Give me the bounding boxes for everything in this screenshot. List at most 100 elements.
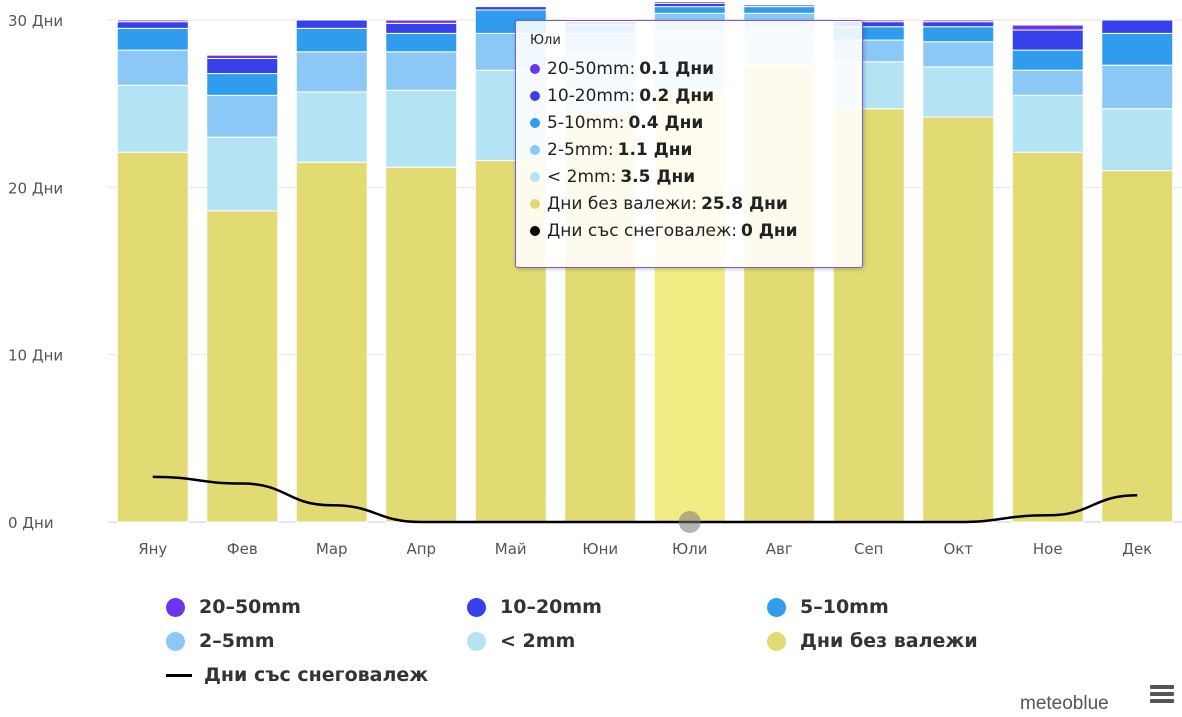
- tooltip-row: 2-5mm: 1.1 Дни: [530, 136, 862, 163]
- bar-segment: [653, 1, 726, 4]
- y-tick-label: 20 Дни: [8, 179, 63, 197]
- tooltip-value: 25.8 Дни: [701, 193, 788, 214]
- bar-segment: [385, 166, 458, 523]
- tooltip-row: Дни без валежи: 25.8 Дни: [530, 190, 862, 217]
- legend-marker-20-50mm: [166, 597, 185, 617]
- tooltip-label: 2-5mm:: [547, 139, 614, 160]
- tooltip-row: 10-20mm: 0.2 Дни: [530, 82, 862, 109]
- bar-segment: [653, 6, 726, 14]
- bar-segment: [474, 6, 547, 11]
- bar-segment: [922, 116, 995, 523]
- legend-item-2-5mm[interactable]: 2–5mm: [166, 630, 275, 652]
- bar-segment: [295, 19, 368, 29]
- bar-segment: [922, 19, 995, 23]
- tooltip-marker: [530, 63, 540, 74]
- tooltip-value: 0 Дни: [741, 220, 798, 241]
- bar-segment: [922, 41, 995, 68]
- x-tick-label: Окт: [943, 540, 973, 558]
- bar-segment: [1101, 108, 1174, 172]
- bar-segment: [743, 6, 816, 14]
- legend-marker-2-5mm: [166, 631, 185, 651]
- bar-segment: [116, 21, 189, 29]
- bar-segment: [116, 151, 189, 523]
- bar-segment: [116, 27, 189, 51]
- legend-label: Дни със снеговалеж: [204, 664, 429, 686]
- legend-marker-10-20mm: [467, 597, 486, 617]
- tooltip-label: < 2mm:: [547, 166, 617, 187]
- tooltip-value: 0.4 Дни: [628, 112, 704, 133]
- tooltip-value: 0.2 Дни: [639, 85, 715, 106]
- tooltip-value: 1.1 Дни: [617, 139, 693, 160]
- legend-marker-dry-days: [767, 631, 786, 651]
- legend-label: 10–20mm: [500, 596, 602, 618]
- legend-item-snow-days[interactable]: Дни със снеговалеж: [166, 664, 428, 686]
- legend-label: 20–50mm: [199, 596, 301, 618]
- bar-segment: [922, 21, 995, 28]
- tooltip-label: Дни без валежи:: [547, 193, 698, 214]
- x-tick-label: Авг: [766, 540, 793, 558]
- y-tick-label: 0 Дни: [8, 514, 54, 532]
- tooltip-row: Дни със снеговалеж: 0 Дни: [530, 217, 862, 244]
- x-tick-label: Юни: [582, 540, 618, 558]
- bar-segment: [922, 26, 995, 43]
- tooltip-row: 5-10mm: 0.4 Дни: [530, 109, 862, 136]
- legend-item-20-50mm[interactable]: 20–50mm: [166, 596, 301, 618]
- bar-segment: [295, 161, 368, 523]
- legend-label: Дни без валежи: [800, 630, 978, 652]
- x-tick-label: Яну: [138, 540, 167, 558]
- legend-item-5-10mm[interactable]: 5–10mm: [767, 596, 889, 618]
- tooltip-row: 20-50mm: 0.1 Дни: [530, 55, 862, 82]
- x-tick-label: Дек: [1122, 540, 1152, 558]
- tooltip-row: < 2mm: 3.5 Дни: [530, 163, 862, 190]
- bar-segment: [1011, 94, 1084, 153]
- x-tick-label: Май: [495, 540, 527, 558]
- bar-segment: [206, 94, 279, 138]
- bar-segment: [1011, 29, 1084, 51]
- bar-segment: [206, 73, 279, 96]
- tooltip-label: 5-10mm:: [547, 112, 625, 133]
- bar-segment: [385, 89, 458, 168]
- bar-segment: [385, 32, 458, 53]
- bar-segment: [1101, 170, 1174, 523]
- bar-segment: [743, 4, 816, 8]
- legend-marker-snow-days: [166, 673, 192, 677]
- hamburger-menu-icon[interactable]: [1150, 685, 1174, 703]
- tooltip-label: Дни със снеговалеж:: [547, 220, 738, 241]
- tooltip-value: 3.5 Дни: [620, 166, 696, 187]
- x-tick-label: Апр: [406, 540, 436, 558]
- x-tick-label: Мар: [316, 540, 348, 558]
- bar-segment: [385, 19, 458, 24]
- bar-segment: [206, 57, 279, 75]
- bar-segment: [1011, 151, 1084, 523]
- tooltip-marker: [530, 90, 540, 101]
- snow-days-line: [152, 475, 1138, 524]
- tooltip: Юли 20-50mm: 0.1 Дни 10-20mm: 0.2 Дни 5-…: [515, 20, 863, 268]
- bar-segment: [1011, 24, 1084, 31]
- legend-item-dry-days[interactable]: Дни без валежи: [767, 630, 978, 652]
- bar-segment: [206, 136, 279, 212]
- bar-segment: [1101, 19, 1174, 34]
- tooltip-value: 0.1 Дни: [639, 58, 715, 79]
- tooltip-marker: [530, 225, 540, 236]
- credits-label[interactable]: meteoblue: [1020, 693, 1109, 714]
- legend-item-lt-2mm[interactable]: < 2mm: [467, 630, 575, 652]
- tooltip-label: 10-20mm:: [547, 85, 636, 106]
- tooltip-label: 20-50mm:: [547, 58, 636, 79]
- tooltip-marker: [530, 171, 540, 182]
- bar-segment: [206, 54, 279, 59]
- hover-point-marker: [678, 511, 701, 533]
- tooltip-marker: [530, 117, 540, 128]
- bar-segment: [385, 22, 458, 34]
- x-tick-label: Фев: [227, 540, 258, 558]
- y-tick-label: 30 Дни: [8, 12, 63, 30]
- legend-item-10-20mm[interactable]: 10–20mm: [467, 596, 602, 618]
- legend-marker-lt-2mm: [467, 631, 486, 651]
- bar-segment: [922, 66, 995, 118]
- bar-segment: [385, 51, 458, 91]
- x-tick-label: Ное: [1033, 540, 1063, 558]
- bar-segment: [295, 27, 368, 53]
- y-tick-label: 10 Дни: [8, 347, 63, 365]
- legend-marker-5-10mm: [767, 597, 786, 617]
- bar-segment: [116, 84, 189, 153]
